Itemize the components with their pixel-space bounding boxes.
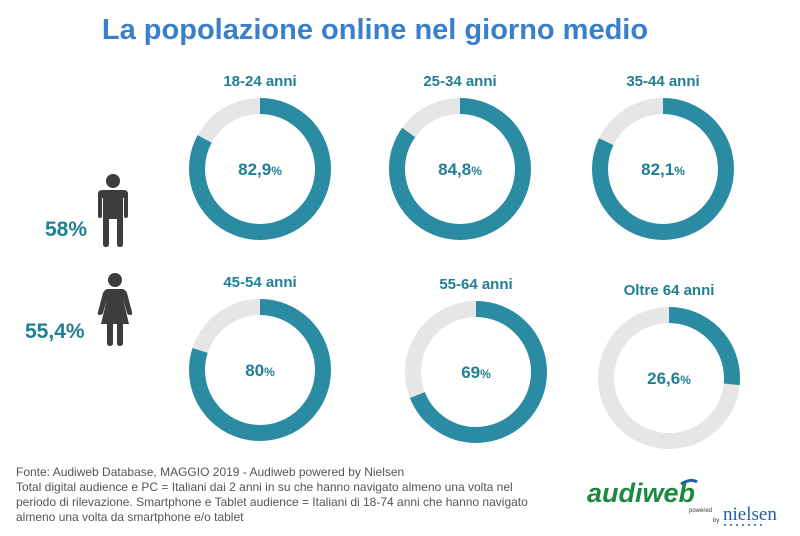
donut-value-arc [189,98,331,240]
donut-value-arc [592,98,734,240]
donut-label: 45-54 anni [223,274,297,291]
donut-chart-18-24: 18-24 anni 82,9% [180,73,340,245]
by-label: by [713,518,719,524]
nielsen-wordmark: nielsen [723,504,777,525]
page-title: La popolazione online nel giorno medio [101,14,649,46]
donut-chart-55-64: 55-64 anni 69% [396,276,556,448]
donut-label: 18-24 anni [223,73,297,90]
audiweb-nielsen-logo: audiweb powered by nielsen [585,478,785,528]
donut-label: 25-34 anni [423,73,497,90]
donut-value-arc [389,98,531,240]
female-person-icon [97,273,133,346]
donut-value-arc [598,307,740,449]
donut-value-label: 69% [461,363,491,382]
male-group: 58% [40,170,140,250]
audiweb-wordmark: audiweb [587,478,695,508]
donut-chart-oltre-64: Oltre 64 anni 26,6% [589,282,749,454]
definition-line-2: periodo di rilevazione. Smartphone e Tab… [16,495,528,509]
audiweb-swoosh [680,478,698,486]
donut-label: 55-64 anni [439,276,513,293]
source-note: Fonte: Audiweb Database, MAGGIO 2019 - A… [16,465,405,479]
donut-value-arc [189,299,331,441]
donut-label: Oltre 64 anni [623,282,715,299]
donut-svg: 82,9% [189,98,331,240]
donut-chart-35-44: 35-44 anni 82,1% [583,73,743,245]
footer-notes: Fonte: Audiweb Database, MAGGIO 2019 - A… [16,465,576,525]
donut-value-arc [405,301,547,443]
donut-svg: 69% [405,301,547,443]
donut-svg: 26,6% [598,307,740,449]
definition-line-1: Total digital audience e PC = Italiani d… [16,480,513,494]
donut-chart-25-34: 25-34 anni 84,8% [380,73,540,245]
donut-value-label: 84,8% [438,160,482,179]
donut-svg: 82,1% [592,98,734,240]
donut-svg: 80% [189,299,331,441]
donut-value-label: 82,9% [238,160,282,179]
female-percentage: 55,4% [25,320,85,343]
male-percentage: 58% [45,218,88,241]
donut-chart-45-54: 45-54 anni 80% [180,274,340,446]
donut-svg: 84,8% [389,98,531,240]
donut-label: 35-44 anni [626,73,700,90]
donut-value-label: 26,6% [647,369,691,388]
male-person-icon [98,174,128,247]
powered-label: powered [689,508,712,514]
definition-line-3: almeno una volta da smartphone e/o table… [16,510,244,524]
donut-value-label: 82,1% [641,160,685,179]
donut-value-label: 80% [245,361,275,380]
female-group: 55,4% [20,270,150,350]
